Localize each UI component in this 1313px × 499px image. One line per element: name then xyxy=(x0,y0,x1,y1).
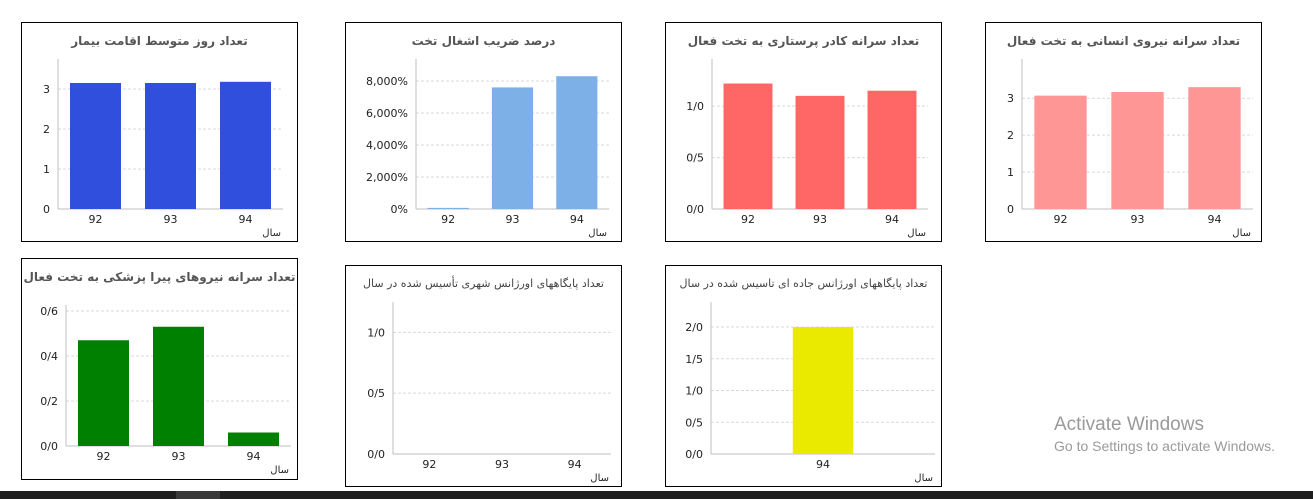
chart-title: تعداد سرانه نیروی انسانی به تخت فعال xyxy=(1006,34,1241,48)
chart-panel-road-emergency: تعداد پایگاههای اورژانس جاده ای تاسیس شد… xyxy=(665,265,942,487)
x-axis-label: سال xyxy=(588,228,607,239)
y-tick-label: 1/0 xyxy=(367,326,385,339)
chart-panel-bed-occupancy: درصد ضریب اشغال تخت 0% 2,000% 4,000% 6,000%… xyxy=(345,22,622,242)
x-tick-label: 94 xyxy=(247,450,261,463)
bar-93 xyxy=(145,83,196,209)
bar-94 xyxy=(792,327,854,454)
x-axis-label: سال xyxy=(270,465,289,476)
chart-title: تعداد سرانه نیروهای پیرا پزشکی به تخت فع… xyxy=(23,270,296,284)
x-tick-label: 92 xyxy=(89,213,103,226)
x-tick-label: 94 xyxy=(568,458,582,471)
x-axis-label: سال xyxy=(262,228,281,239)
bar-94 xyxy=(1188,87,1241,209)
x-axis-label: سال xyxy=(590,473,609,484)
y-tick-label: 0/4 xyxy=(40,350,58,363)
x-tick-label: 93 xyxy=(1131,213,1145,226)
bar-92 xyxy=(723,83,773,209)
taskbar xyxy=(0,491,1313,499)
chart-panel-avg-stay: تعداد روز متوسط اقامت بیمار 0 1 2 3 92 93 94 سا… xyxy=(21,22,298,242)
chart-plot: 0/0 0/2 0/4 0/6 92 93 94 سال xyxy=(40,305,291,476)
x-tick-label: 94 xyxy=(816,458,830,471)
y-tick-label: 3 xyxy=(43,83,50,96)
chart-panel-human-resources: تعداد سرانه نیروی انسانی به تخت فعال 0 1 2… xyxy=(985,22,1262,242)
x-tick-label: 93 xyxy=(172,450,186,463)
bar-94 xyxy=(867,90,917,209)
chart-title: تعداد پایگاههای اورژانس شهری تأسیس شده د… xyxy=(363,277,604,290)
y-tick-label: 8,000% xyxy=(366,75,408,88)
x-tick-label: 93 xyxy=(495,458,509,471)
chart-plot: 0/0 0/5 1/0 92 93 94 سال xyxy=(367,302,611,484)
y-tick-label: 2/0 xyxy=(685,321,703,334)
x-tick-label: 94 xyxy=(239,213,253,226)
y-tick-label: 1/0 xyxy=(686,100,704,113)
x-tick-label: 92 xyxy=(422,458,436,471)
chart-panel-nursing-staff: تعداد سرانه کادر پرستاری به تخت فعال 0/0… xyxy=(665,22,942,242)
chart-title: درصد ضریب اشغال تخت xyxy=(411,34,556,48)
bar-92 xyxy=(427,207,469,209)
x-tick-label: 92 xyxy=(441,213,455,226)
y-tick-label: 0/0 xyxy=(367,448,385,461)
y-tick-label: 2 xyxy=(1007,129,1014,142)
y-tick-label: 1 xyxy=(1007,166,1014,179)
bar-92 xyxy=(78,340,129,446)
x-tick-label: 94 xyxy=(885,213,899,226)
x-tick-label: 93 xyxy=(506,213,520,226)
x-tick-label: 93 xyxy=(164,213,178,226)
x-tick-label: 93 xyxy=(813,213,827,226)
y-tick-label: 1/0 xyxy=(685,385,703,398)
y-tick-label: 0/2 xyxy=(40,395,58,408)
y-tick-label: 1 xyxy=(43,163,50,176)
y-tick-label: 6,000% xyxy=(366,107,408,120)
x-tick-label: 92 xyxy=(741,213,755,226)
watermark-line1: Activate Windows xyxy=(1054,414,1204,435)
bar-92 xyxy=(1034,95,1087,209)
chart-plot: 0/0 0/5 1/0 92 93 94 سال xyxy=(686,59,928,239)
y-tick-label: 0/5 xyxy=(685,416,703,429)
x-axis-label: سال xyxy=(914,473,933,484)
bar-94 xyxy=(228,432,279,446)
chart-title: تعداد روز متوسط اقامت بیمار xyxy=(71,34,248,48)
y-tick-label: 0/5 xyxy=(686,152,704,165)
chart-panel-paramedical-staff: تعداد سرانه نیروهای پیرا پزشکی به تخت فع… xyxy=(21,258,298,480)
x-tick-label: 94 xyxy=(570,213,584,226)
x-tick-label: 94 xyxy=(1208,213,1222,226)
y-tick-label: 0 xyxy=(1007,203,1014,216)
y-tick-label: 0 xyxy=(43,203,50,216)
y-tick-label: 0/5 xyxy=(367,387,385,400)
y-tick-label: 0/0 xyxy=(685,448,703,461)
y-tick-label: 0% xyxy=(391,203,408,216)
y-tick-label: 4,000% xyxy=(366,139,408,152)
y-tick-label: 3 xyxy=(1007,92,1014,105)
y-tick-label: 1/5 xyxy=(685,353,703,366)
bar-93 xyxy=(153,326,204,446)
bar-94 xyxy=(220,81,271,209)
bar-93 xyxy=(795,95,845,209)
bar-94 xyxy=(556,76,598,209)
y-tick-label: 0/6 xyxy=(40,305,58,318)
watermark-line2: Go to Settings to activate Windows. xyxy=(1054,438,1275,454)
y-tick-label: 0/0 xyxy=(40,440,58,453)
chart-plot: 0 1 2 3 92 93 94 سال xyxy=(1007,59,1253,239)
x-axis-label: سال xyxy=(907,228,926,239)
activate-windows-watermark: Activate Windows Go to Settings to activ… xyxy=(1054,414,1275,454)
taskbar-button[interactable] xyxy=(176,491,220,499)
y-tick-label: 2 xyxy=(43,123,50,136)
chart-plot: 0/0 0/5 1/0 1/5 2/0 94 سال xyxy=(685,302,935,484)
x-tick-label: 92 xyxy=(1054,213,1068,226)
bar-92 xyxy=(70,83,121,209)
y-tick-label: 0/0 xyxy=(686,203,704,216)
chart-plot: 0% 2,000% 4,000% 6,000% 8,000% 92 93 94 سال xyxy=(366,59,609,239)
chart-plot: 0 1 2 3 92 93 94 سال xyxy=(43,59,283,239)
chart-title: تعداد پایگاههای اورژانس جاده ای تاسیس شد… xyxy=(679,277,928,290)
chart-panel-urban-emergency: تعداد پایگاههای اورژانس شهری تأسیس شده د… xyxy=(345,265,622,487)
chart-title: تعداد سرانه کادر پرستاری به تخت فعال xyxy=(687,34,920,48)
x-axis-label: سال xyxy=(1232,228,1251,239)
bar-93 xyxy=(491,87,534,209)
y-tick-label: 2,000% xyxy=(366,171,408,184)
bar-93 xyxy=(1111,91,1164,209)
x-tick-label: 92 xyxy=(97,450,111,463)
